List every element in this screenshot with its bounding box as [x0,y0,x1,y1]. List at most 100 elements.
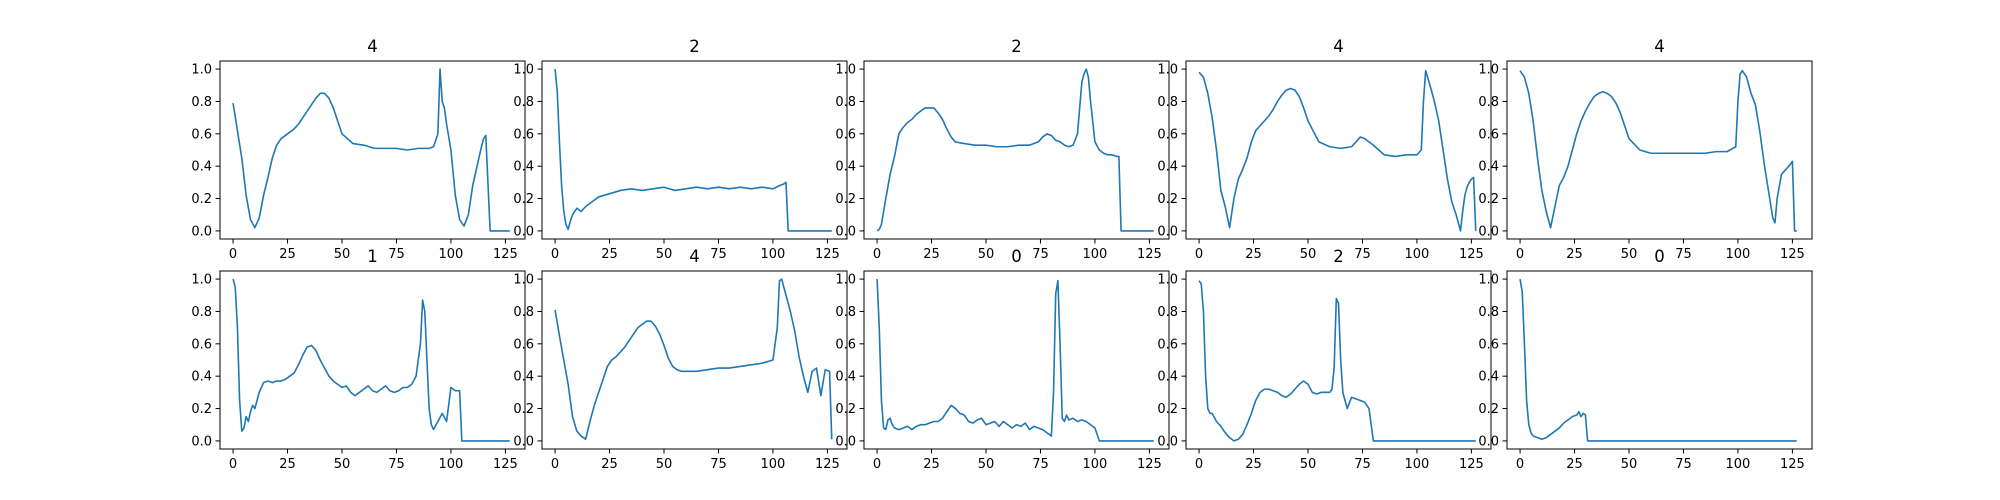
x-tick-label: 25 [601,247,618,262]
y-tick-label: 0.0 [1478,224,1499,239]
subplot-5: 4 0 25 50 75 100 125 0.0 0.2 0.4 0.6 0.8 1.0 [1478,37,1813,262]
x-tick-label: 125 [1137,457,1162,472]
series-line [1198,69,1477,232]
x-tick-label: 25 [1245,457,1262,472]
series-line [876,279,1154,442]
x-tick-label: 50 [1300,247,1317,262]
x-tick-label: 50 [656,457,673,472]
x-tick-label: 25 [1566,457,1583,472]
y-tick-label: 0.0 [513,434,534,449]
x-tick-label: 75 [1675,457,1692,472]
x-tick-label: 125 [493,247,518,262]
x-tick-label: 50 [1621,457,1638,472]
y-tick-label: 0.4 [835,370,856,385]
y-tick-label: 0.0 [513,224,534,239]
subplot-title: 4 [689,247,700,266]
x-tick-label: 100 [439,457,464,472]
x-tick-label: 125 [1780,247,1805,262]
y-tick-label: 0.8 [513,305,534,320]
x-tick-label: 0 [1195,457,1203,472]
x-tick-label: 100 [761,247,786,262]
x-tick-label: 25 [1245,247,1262,262]
x-tick-label: 100 [1726,457,1751,472]
y-tick-label: 0.0 [835,434,856,449]
y-tick-label: 0.4 [1478,370,1499,385]
y-tick-label: 0.2 [1478,402,1499,417]
y-tick-label: 0.4 [513,370,534,385]
y-tick-label: 0.8 [191,95,212,110]
y-tick-label: 1.0 [1478,63,1499,78]
x-tick-label: 100 [439,247,464,262]
subplot-4: 4 0 25 50 75 100 125 0.0 0.2 0.4 0.6 0.8 1.0 [1157,37,1492,262]
y-tick-label: 0.6 [513,337,534,352]
x-tick-label: 25 [1566,247,1583,262]
y-tick-label: 1.0 [1478,273,1499,288]
x-tick-label: 125 [815,247,840,262]
subplot-8: 0 0 25 50 75 100 125 0.0 0.2 0.4 0.6 0.8 1.0 [835,247,1170,472]
subplot-title: 2 [689,37,700,56]
subplot-10: 0 0 25 50 75 100 125 0.0 0.2 0.4 0.6 0.8 1.0 [1478,247,1813,472]
y-tick-label: 0.0 [1478,434,1499,449]
y-tick-label: 0.6 [1157,127,1178,142]
x-tick-label: 125 [815,457,840,472]
subplot-title: 1 [367,247,378,266]
x-tick-label: 50 [978,247,995,262]
y-tick-label: 0.2 [835,402,856,417]
x-tick-label: 75 [1354,247,1371,262]
y-tick-label: 0.6 [835,337,856,352]
subplot-title: 4 [1654,37,1665,56]
plot-frame [1185,60,1492,240]
series-line [554,69,832,232]
y-tick-label: 0.6 [835,127,856,142]
y-tick-label: 0.4 [191,160,212,175]
y-tick-label: 0.2 [1478,192,1499,207]
subplot-1: 4 0 25 50 75 100 125 0.0 0.2 0.4 0.6 0.8 1.0 [191,37,526,262]
x-tick-label: 50 [978,457,995,472]
y-tick-label: 0.8 [1478,95,1499,110]
y-tick-label: 0.8 [835,305,856,320]
y-tick-label: 1.0 [191,273,212,288]
x-tick-label: 25 [279,457,296,472]
x-tick-label: 50 [1621,247,1638,262]
x-tick-label: 75 [388,457,405,472]
y-tick-label: 1.0 [835,63,856,78]
series-line [1519,278,1797,442]
y-tick-label: 0.4 [1157,160,1178,175]
x-tick-label: 0 [1195,247,1203,262]
x-tick-label: 125 [1137,247,1162,262]
x-tick-label: 75 [710,457,727,472]
x-tick-label: 0 [551,247,559,262]
subplot-7: 4 0 25 50 75 100 125 0.0 0.2 0.4 0.6 0.8 1.0 [513,247,848,472]
y-tick-label: 0.2 [1157,402,1178,417]
plot-frame [541,270,848,450]
x-tick-label: 100 [1405,247,1430,262]
y-tick-label: 0.6 [1478,127,1499,142]
series-line [232,278,510,442]
x-tick-label: 75 [1032,247,1049,262]
series-line [554,278,833,441]
subplot-2: 2 0 25 50 75 100 125 0.0 0.2 0.4 0.6 0.8 1.0 [513,37,848,262]
plot-frame [541,60,848,240]
x-tick-label: 75 [1675,247,1692,262]
subplot-9: 2 0 25 50 75 100 125 0.0 0.2 0.4 0.6 0.8 1.0 [1157,247,1492,472]
y-tick-label: 0.4 [513,160,534,175]
y-tick-label: 0.8 [835,95,856,110]
x-tick-label: 25 [923,247,940,262]
x-tick-label: 75 [388,247,405,262]
x-tick-label: 0 [873,457,881,472]
y-tick-label: 0.0 [1157,434,1178,449]
x-tick-label: 50 [334,457,351,472]
y-tick-label: 1.0 [513,273,534,288]
series-line [1198,280,1476,442]
y-tick-label: 0.8 [1157,305,1178,320]
subplot-title: 0 [1654,247,1665,266]
y-tick-label: 0.0 [835,224,856,239]
x-tick-label: 25 [279,247,296,262]
y-tick-label: 0.6 [513,127,534,142]
y-tick-label: 1.0 [191,63,212,78]
series-line [232,68,510,232]
x-tick-label: 125 [493,457,518,472]
y-tick-label: 0.8 [513,95,534,110]
subplot-3: 2 0 25 50 75 100 125 0.0 0.2 0.4 0.6 0.8 1.0 [835,37,1170,262]
x-tick-label: 0 [551,457,559,472]
